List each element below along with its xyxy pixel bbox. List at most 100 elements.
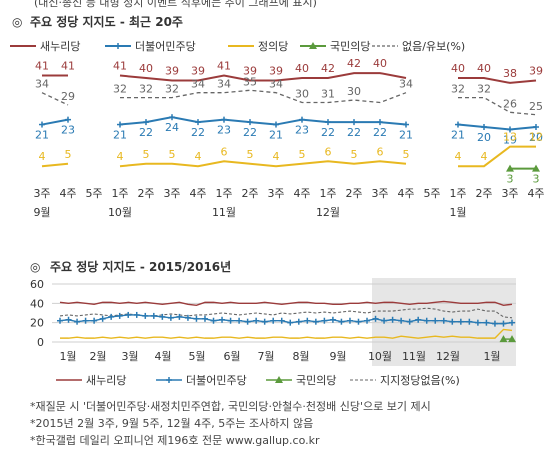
c1-label-justice-0: 4	[39, 150, 46, 163]
chart2-title: 주요 정당 지지도 - 2015/2016년	[50, 259, 231, 274]
c1-label-people-19: 3	[533, 173, 540, 186]
c1-line-undecided-2	[458, 96, 537, 116]
c1-week-tick-3: 1주	[111, 187, 128, 200]
c2-line-saenuri-0	[59, 300, 513, 306]
footnote-3: *한국갤럽 데일리 오피니언 제196호 전문 www.gallup.co.kr	[30, 433, 320, 447]
c1-label-justice-11: 6	[325, 145, 332, 158]
c2-point-minjoo-47	[457, 318, 464, 325]
c1-week-tick-7: 1주	[215, 187, 232, 200]
c2-point-minjoo-25	[270, 317, 277, 324]
c1-label-saenuri-3: 41	[113, 60, 127, 73]
c1-label-justice-13: 6	[377, 145, 384, 158]
c2-point-minjoo-46	[449, 318, 456, 325]
c1-label-justice-4: 5	[143, 148, 150, 161]
c1-label-saenuri-6: 39	[191, 64, 205, 77]
c1-point-minjoo-1	[65, 116, 71, 123]
chart2-legend: 새누리당 더불어민주당 국민의당 지지정당없음(%)	[56, 374, 460, 387]
c2-month-tick-9: 10월	[368, 350, 392, 363]
c1-week-tick-9: 3주	[267, 187, 284, 200]
c2-point-minjoo-6	[108, 313, 115, 320]
c1-label-undecided-11: 31	[321, 88, 335, 101]
c2-point-minjoo-28	[295, 318, 302, 325]
chart1-legend: 새누리당 더불어민주당 정의당 국민의당 없음/유보(%)	[10, 40, 465, 53]
c1-label-undecided-3: 32	[113, 83, 127, 96]
c1-line-undecided-1	[120, 89, 407, 104]
c1-label-minjoo-11: 22	[321, 126, 335, 139]
legend-marker-minjoo	[115, 43, 121, 49]
c1-label-undecided-1: 29	[61, 90, 75, 103]
c1-label-minjoo-16: 21	[451, 129, 465, 142]
c1-label-minjoo-17: 20	[477, 131, 491, 144]
c2-month-tick-10: 11월	[402, 350, 426, 363]
c2-point-minjoo-42	[415, 316, 422, 323]
c1-point-minjoo-8	[247, 119, 253, 126]
c2-month-tick-0: 1월	[59, 350, 76, 363]
c1-label-minjoo-7: 23	[217, 124, 231, 137]
legend2-label-saenuri: 새누리당	[86, 374, 126, 387]
legend2-marker-people	[275, 376, 283, 383]
c2-point-minjoo-14	[176, 313, 183, 320]
c1-week-tick-19: 4주	[527, 187, 544, 200]
c1-week-tick-12: 2주	[345, 187, 362, 200]
c1-point-minjoo-11	[325, 119, 331, 126]
c1-month-tick-4: 1월	[449, 206, 466, 219]
c1-label-justice-17: 4	[481, 150, 488, 163]
c2-month-tick-6: 7월	[257, 350, 274, 363]
c1-label-minjoo-4: 22	[139, 126, 153, 139]
c1-label-saenuri-1: 41	[61, 60, 75, 73]
c1-point-minjoo-9	[273, 121, 279, 128]
c1-point-minjoo-3	[117, 121, 123, 128]
c1-week-tick-13: 3주	[371, 187, 388, 200]
chart2-icon: ◎	[30, 260, 40, 274]
c1-label-saenuri-7: 41	[217, 60, 231, 73]
c2-point-minjoo-8	[125, 311, 132, 318]
c1-label-justice-18: 13	[503, 131, 517, 144]
c2-point-minjoo-37	[372, 315, 379, 322]
c2-ytick-40: 40	[30, 297, 44, 310]
c2-point-minjoo-1	[65, 316, 72, 323]
c1-line-justice-2	[458, 145, 536, 168]
legend-label-minjoo: 더불어민주당	[135, 40, 196, 53]
c1-label-justice-7: 6	[221, 145, 228, 158]
c2-point-minjoo-18	[210, 317, 217, 324]
c1-week-tick-14: 4주	[397, 187, 414, 200]
c1-month-tick-2: 11월	[212, 206, 236, 219]
c2-point-minjoo-40	[398, 317, 405, 324]
c1-label-undecided-14: 34	[399, 78, 413, 91]
c1-label-minjoo-3: 21	[113, 129, 127, 142]
c2-point-minjoo-21	[236, 317, 243, 324]
c2-month-tick-11: 12월	[436, 350, 460, 363]
c2-point-minjoo-24	[261, 318, 268, 325]
c1-week-tick-5: 3주	[163, 187, 180, 200]
c1-point-minjoo-10	[299, 116, 305, 123]
c2-ytick-60: 60	[30, 278, 44, 291]
c1-week-tick-15: 5주	[423, 187, 440, 200]
c1-label-undecided-6: 34	[191, 78, 205, 91]
footnotes: *재질문 시 '더불어민주당·새정치민주연합, 국민의당·안철수·천정배 신당'…	[30, 399, 431, 447]
c1-point-minjoo-7	[221, 116, 227, 123]
c1-label-undecided-7: 34	[217, 78, 231, 91]
chart2-series	[57, 300, 516, 343]
c1-point-people-18	[506, 164, 514, 172]
c2-point-people-53	[508, 335, 516, 343]
c1-label-saenuri-10: 40	[295, 62, 309, 75]
c1-label-saenuri-12: 42	[347, 57, 361, 70]
c1-month-tick-0: 9월	[33, 206, 50, 219]
c1-week-tick-18: 3주	[501, 187, 518, 200]
c1-week-tick-16: 1주	[449, 187, 466, 200]
c1-label-justice-16: 4	[455, 150, 462, 163]
c2-point-minjoo-22	[244, 318, 251, 325]
c2-month-tick-2: 3월	[121, 350, 138, 363]
c1-label-justice-3: 4	[117, 150, 124, 163]
c1-label-justice-6: 4	[195, 150, 202, 163]
c2-point-minjoo-11	[150, 312, 157, 319]
c2-point-minjoo-9	[133, 311, 140, 318]
c1-line-minjoo-0	[41, 118, 69, 126]
legend-label-people: 국민의당	[330, 40, 370, 53]
c1-label-minjoo-10: 23	[295, 124, 309, 137]
c2-month-tick-1: 2월	[89, 350, 106, 363]
c1-week-tick-11: 1주	[319, 187, 336, 200]
c2-point-minjoo-38	[381, 317, 388, 324]
c1-label-undecided-5: 32	[165, 83, 179, 96]
